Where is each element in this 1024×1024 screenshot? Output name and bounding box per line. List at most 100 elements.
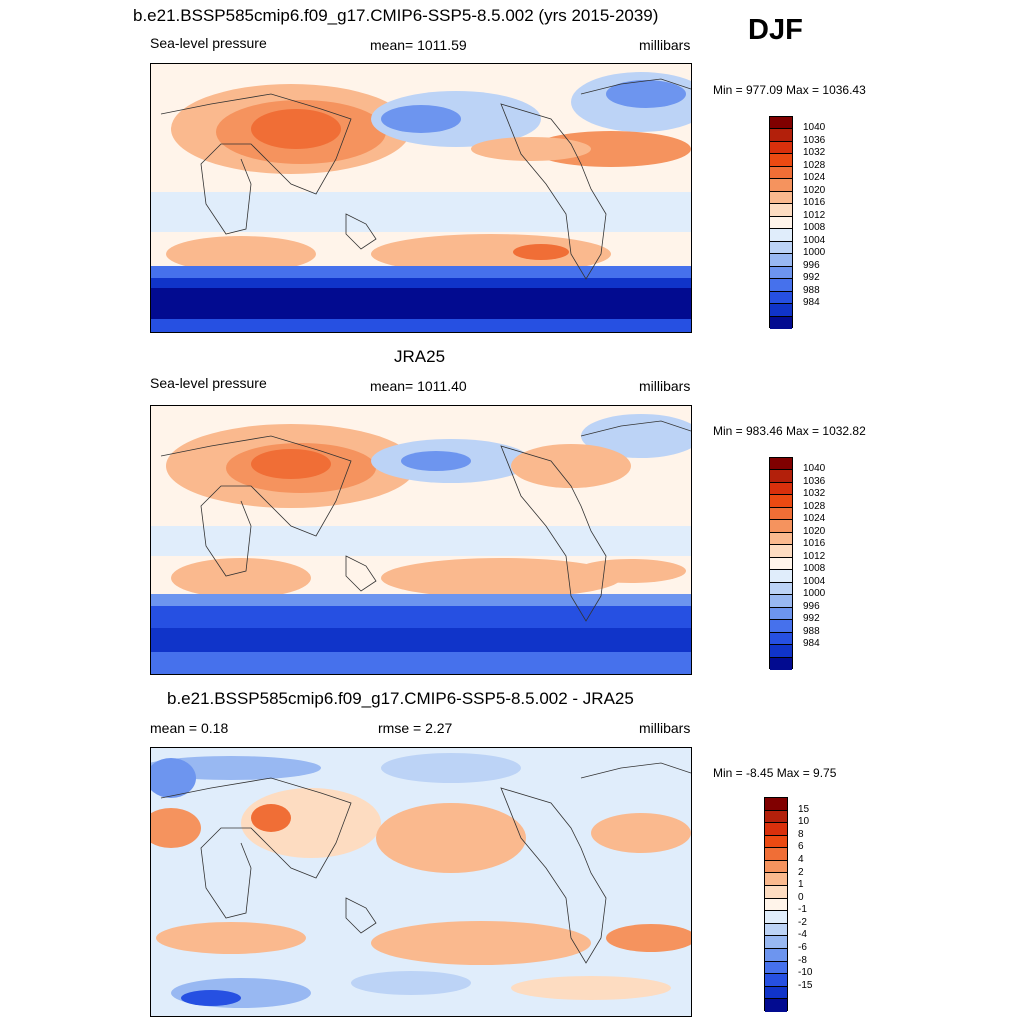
colorbar-swatch [765,961,787,975]
colorbar-tick-label: 10 [798,816,810,828]
colorbar-tick-label: 1008 [803,222,826,234]
colorbar-swatch [770,154,792,167]
colorbar-tick-label: 1040 [803,463,826,475]
colorbar-tick-label: -8 [798,954,807,966]
colorbar-tick-label: 1008 [803,563,826,575]
panel-title-model: b.e21.BSSP585cmip6.f09_g17.CMIP6-SSP5-8.… [133,6,659,25]
panel-mean-obs: mean= 1011.40 [370,378,467,394]
coastline-lines [160,420,691,622]
colorbar-obs [769,457,793,670]
colorbar-tick-label: 2 [798,866,804,878]
map-obs [150,405,692,675]
colorbar-tick-label: 4 [798,853,804,865]
colorbar-tick-label: 1016 [803,197,826,209]
colorbar-tick-label: -10 [798,967,813,979]
colorbar-tick-label: 996 [803,600,820,612]
colorbar-tick-label: 0 [798,891,804,903]
colorbar-swatch [770,520,792,533]
colorbar-swatch [770,507,792,521]
panel-rmse-diff: rmse = 2.27 [378,720,453,736]
colorbar-tick-label: 996 [803,259,820,271]
colorbar-swatch [765,860,787,874]
colorbar-tick-label: 1000 [803,247,826,259]
colorbar-swatch [770,266,792,280]
colorbar-swatch [770,117,792,130]
colorbar-swatch [765,911,787,924]
colorbar-swatch [770,532,792,546]
colorbar-swatch [765,873,787,887]
panel-units-model: millibars [639,37,691,53]
colorbar-tick-label: 1032 [803,147,826,159]
colorbar-tick-label: -4 [798,929,807,941]
colorbar-tick-label: 1020 [803,525,826,537]
colorbar-swatch [770,482,792,496]
panel-title-diff: b.e21.BSSP585cmip6.f09_g17.CMIP6-SSP5-8.… [167,689,634,708]
colorbar-tick-label: 15 [798,803,810,815]
colorbar-swatch [770,570,792,583]
colorbar-swatch [765,886,787,899]
colorbar-tick-label: 1028 [803,159,826,171]
colorbar-swatch [770,316,792,329]
colorbar-swatch [765,823,787,836]
panel-title-obs: JRA25 [394,347,446,366]
colorbar-swatch [770,254,792,267]
colorbar-swatch [770,470,792,483]
colorbar-swatch [765,810,787,824]
minmax-obs: Min = 983.46 Max = 1032.82 [713,424,866,438]
colorbar-swatch [770,279,792,292]
colorbar-tick-label: 992 [803,272,820,284]
panel-left-label-model: Sea-level pressure [150,35,267,51]
colorbar-swatch [770,657,792,670]
panel-left-label-obs: Sea-level pressure [150,375,267,391]
colorbar-tick-label: 6 [798,841,804,853]
colorbar-tick-label: 1024 [803,172,826,184]
colorbar-tick-label: 984 [803,297,820,309]
colorbar-swatch [770,495,792,508]
colorbar-model [769,116,793,329]
colorbar-swatch [770,179,792,192]
colorbar-swatch [765,948,787,962]
panel-units-diff: millibars [639,720,691,736]
colorbar-swatch [770,129,792,142]
colorbar-tick-label: 1 [798,879,804,891]
colorbar-tick-label: 1000 [803,588,826,600]
panel-units-obs: millibars [639,378,691,394]
colorbar-swatch [770,166,792,180]
colorbar-swatch [770,557,792,571]
colorbar-tick-label: 8 [798,828,804,840]
colorbar-swatch [770,632,792,646]
colorbar-tick-label: 1036 [803,475,826,487]
colorbar-tick-label: 1032 [803,488,826,500]
colorbar-tick-label: 984 [803,638,820,650]
colorbar-tick-label: 1012 [803,209,826,221]
minmax-diff: Min = -8.45 Max = 9.75 [713,766,837,780]
colorbar-swatch [770,645,792,658]
colorbar-tick-label: 1004 [803,575,826,587]
colorbar-swatch [765,898,787,912]
colorbar-tick-label: -6 [798,942,807,954]
colorbar-swatch [770,545,792,558]
colorbar-tick-label: 988 [803,284,820,296]
colorbar-swatch [765,999,787,1012]
colorbar-tick-label: 1040 [803,122,826,134]
colorbar-tick-label: 988 [803,625,820,637]
panel-mean-model: mean= 1011.59 [370,37,467,53]
colorbar-swatch [765,923,787,937]
colorbar-swatch [765,974,787,987]
coastline-lines [160,762,691,964]
colorbar-swatch [770,607,792,621]
colorbar-swatch [765,798,787,811]
colorbar-swatch [770,582,792,596]
colorbar-tick-label: 1016 [803,538,826,550]
colorbar-swatch [765,848,787,861]
colorbar-swatch [770,229,792,242]
colorbar-tick-label: 1028 [803,500,826,512]
colorbar-swatch [770,141,792,155]
colorbar-swatch [770,620,792,633]
colorbar-tick-label: -2 [798,916,807,928]
colorbar-swatch [770,458,792,471]
colorbar-swatch [770,204,792,217]
colorbar-tick-label: 1020 [803,184,826,196]
colorbar-tick-label: 1024 [803,513,826,525]
colorbar-swatch [770,291,792,305]
